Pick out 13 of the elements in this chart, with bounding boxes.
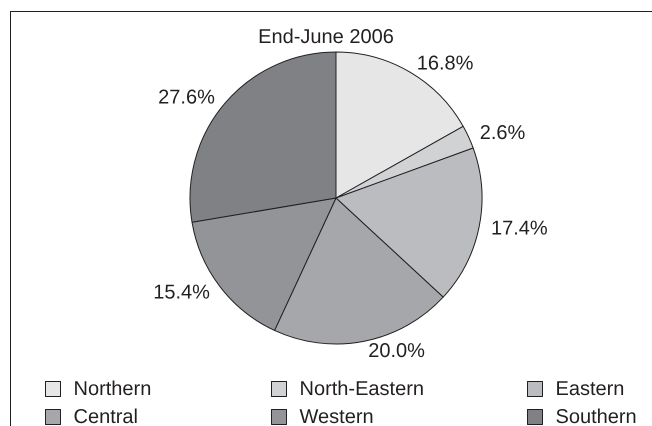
data-label: 16.8% (416, 52, 474, 74)
chart-title: End-June 2006 (258, 26, 394, 48)
legend-label: Southern (556, 406, 637, 426)
data-label: 20.0% (368, 340, 426, 362)
data-label: 17.4% (490, 218, 548, 240)
data-label: 27.6% (158, 86, 216, 108)
data-label: 15.4% (153, 282, 210, 304)
legend-label: Central (74, 406, 138, 426)
legend-label: Western (300, 406, 374, 426)
data-label: 2.6% (480, 122, 526, 144)
legend-label: North-Eastern (300, 378, 424, 400)
legend-label: Northern (74, 378, 152, 400)
legend-label: Eastern (556, 378, 624, 400)
